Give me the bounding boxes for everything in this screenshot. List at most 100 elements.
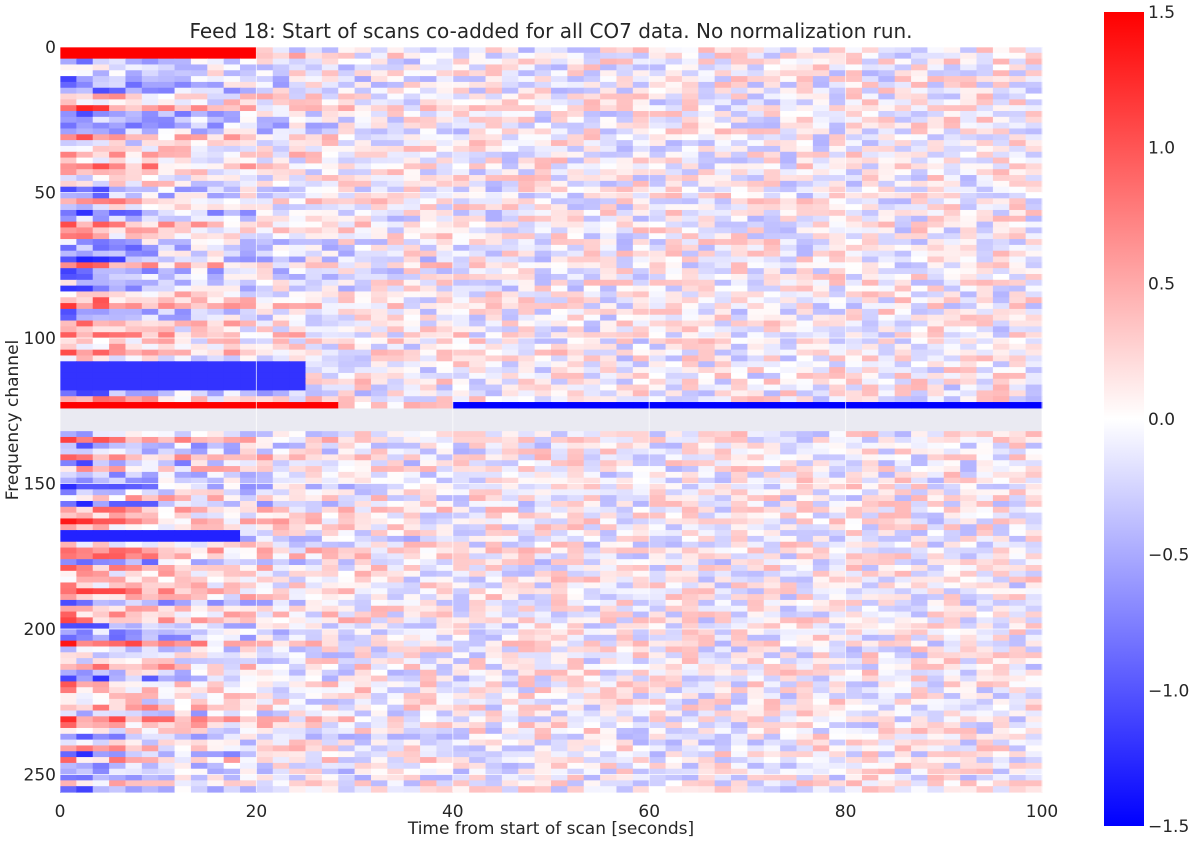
heatmap-cell bbox=[551, 378, 568, 386]
heatmap-cell bbox=[878, 227, 896, 234]
heatmap-cell bbox=[1025, 448, 1043, 456]
heatmap-cell bbox=[190, 326, 208, 333]
heatmap-cell bbox=[223, 227, 241, 234]
heatmap-cell bbox=[551, 198, 568, 205]
heatmap-cell bbox=[370, 227, 388, 234]
heatmap-cell bbox=[698, 291, 716, 298]
heatmap-cell bbox=[223, 384, 241, 391]
heatmap-cell bbox=[600, 367, 618, 374]
heatmap-cell bbox=[501, 93, 519, 100]
heatmap-cell bbox=[976, 314, 994, 322]
heatmap-cell bbox=[681, 239, 699, 246]
heatmap-cell bbox=[845, 308, 863, 316]
heatmap-cell bbox=[420, 489, 438, 496]
heatmap-cell bbox=[1009, 93, 1027, 100]
heatmap-cell bbox=[992, 262, 1010, 269]
heatmap-cell bbox=[387, 291, 405, 298]
heatmap-cell bbox=[1025, 512, 1043, 520]
heatmap-cell bbox=[190, 262, 208, 269]
heatmap-cell bbox=[174, 489, 192, 496]
heatmap-cell bbox=[681, 506, 699, 514]
heatmap-cell bbox=[354, 128, 372, 135]
heatmap-cell bbox=[420, 209, 438, 217]
heatmap-cell bbox=[632, 372, 650, 380]
heatmap-cell bbox=[305, 500, 323, 508]
heatmap-cell bbox=[992, 215, 1010, 223]
heatmap-cell bbox=[420, 384, 438, 391]
heatmap-cell bbox=[829, 250, 847, 258]
heatmap-cell bbox=[289, 483, 307, 490]
heatmap-cell bbox=[207, 227, 225, 234]
heatmap-cell bbox=[632, 530, 650, 537]
heatmap-cell bbox=[452, 262, 470, 269]
heatmap-cell bbox=[125, 47, 143, 54]
heatmap-cell bbox=[436, 268, 454, 275]
heatmap-cell bbox=[420, 349, 438, 357]
heatmap-cell bbox=[747, 227, 765, 234]
heatmap-cell bbox=[829, 460, 847, 467]
heatmap-cell bbox=[501, 215, 519, 223]
heatmap-cell bbox=[1009, 436, 1027, 444]
heatmap-cell bbox=[583, 372, 601, 380]
heatmap-cell bbox=[763, 47, 781, 54]
heatmap-cell bbox=[698, 471, 716, 479]
heatmap-cell bbox=[338, 431, 356, 438]
heatmap-cell bbox=[125, 530, 143, 537]
heatmap-cell bbox=[92, 122, 110, 130]
heatmap-cell bbox=[845, 99, 863, 106]
heatmap-cell bbox=[370, 314, 388, 322]
heatmap-cell bbox=[649, 547, 667, 554]
heatmap-cell bbox=[403, 390, 421, 397]
heatmap-cell bbox=[125, 244, 143, 252]
heatmap-cell bbox=[92, 530, 110, 537]
heatmap-cell bbox=[436, 390, 454, 397]
heatmap-cell bbox=[878, 87, 896, 95]
heatmap-cell bbox=[76, 524, 94, 531]
heatmap-cell bbox=[600, 76, 618, 83]
heatmap-cell bbox=[501, 454, 519, 461]
heatmap-cell bbox=[567, 285, 585, 293]
heatmap-cell bbox=[354, 454, 372, 461]
heatmap-cell bbox=[1025, 436, 1043, 444]
heatmap-cell bbox=[256, 308, 274, 316]
heatmap-cell bbox=[501, 402, 519, 409]
heatmap-cell bbox=[60, 338, 77, 345]
heatmap-cell bbox=[1009, 343, 1027, 351]
heatmap-cell bbox=[354, 483, 372, 490]
heatmap-cell bbox=[698, 52, 716, 60]
heatmap-cell bbox=[551, 227, 568, 234]
heatmap-cell bbox=[190, 268, 208, 275]
heatmap-cell bbox=[763, 233, 781, 240]
heatmap-cell bbox=[616, 268, 634, 275]
heatmap-cell bbox=[76, 122, 94, 130]
heatmap-cell bbox=[174, 506, 192, 514]
heatmap-cell bbox=[714, 151, 732, 159]
heatmap-cell bbox=[125, 209, 143, 217]
heatmap-cell bbox=[845, 76, 863, 83]
heatmap-cell bbox=[747, 326, 765, 333]
heatmap-cell bbox=[1025, 541, 1043, 549]
heatmap-cell bbox=[518, 262, 536, 269]
heatmap-cell bbox=[649, 500, 667, 508]
heatmap-cell bbox=[861, 99, 879, 106]
heatmap-cell bbox=[829, 431, 847, 438]
heatmap-cell bbox=[534, 338, 552, 345]
heatmap-cell bbox=[452, 116, 470, 124]
heatmap-cell bbox=[60, 93, 77, 100]
heatmap-cell bbox=[190, 361, 208, 368]
heatmap-cell bbox=[861, 250, 879, 258]
heatmap-cell bbox=[338, 483, 356, 490]
heatmap-cell bbox=[256, 93, 274, 100]
heatmap-cell bbox=[272, 512, 290, 520]
heatmap-cell bbox=[1025, 355, 1043, 362]
heatmap-cell bbox=[698, 70, 716, 77]
heatmap-cell bbox=[731, 250, 748, 258]
heatmap-cell bbox=[632, 58, 650, 66]
heatmap-cell bbox=[632, 471, 650, 479]
heatmap-cell bbox=[780, 547, 798, 554]
heatmap-cell bbox=[861, 215, 879, 223]
heatmap-cell bbox=[518, 140, 536, 147]
heatmap-cell bbox=[812, 343, 830, 351]
heatmap-cell bbox=[878, 204, 896, 211]
heatmap-cell bbox=[1025, 233, 1043, 240]
